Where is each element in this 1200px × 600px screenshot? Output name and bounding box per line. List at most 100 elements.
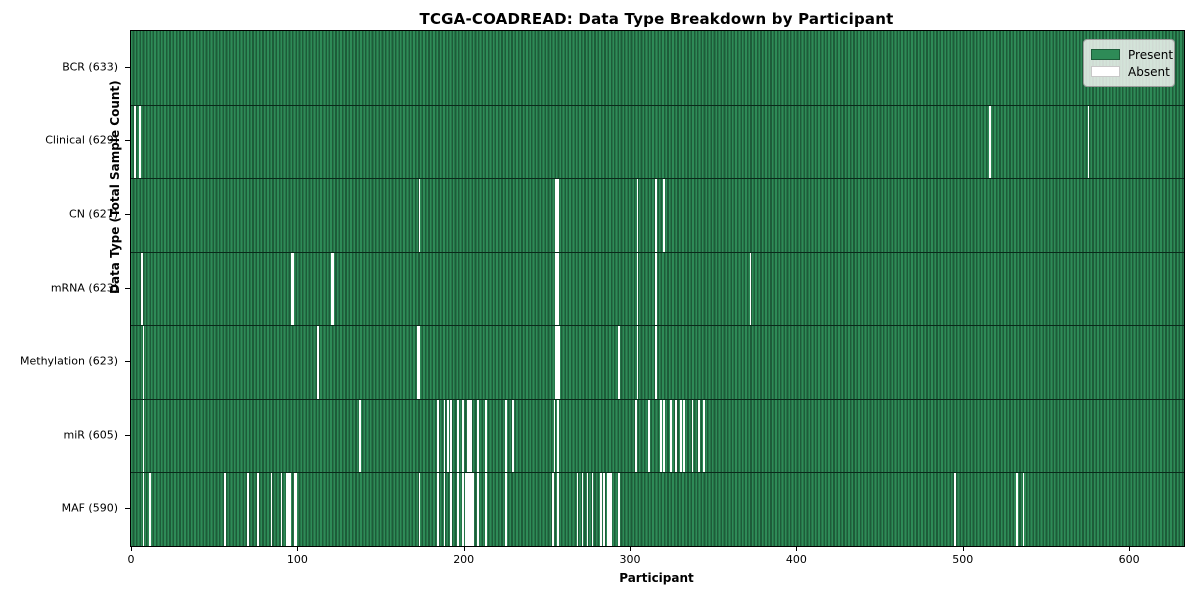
y-tick-mark: [125, 361, 130, 363]
y-tick-label-Methylation: Methylation (623): [20, 354, 118, 368]
heatmap-row-miR: [131, 398, 1184, 473]
x-tick-label-500: 500: [952, 553, 974, 566]
absent-stripe: [555, 179, 559, 252]
absent-stripe: [683, 399, 685, 473]
absent-stripe: [618, 326, 621, 399]
x-tick-label-300: 300: [619, 553, 641, 566]
absent-stripe: [142, 473, 145, 546]
absent-stripe: [655, 179, 657, 252]
absent-stripe: [691, 399, 694, 473]
absent-stripe: [703, 399, 705, 473]
x-tick-mark: [463, 547, 465, 551]
absent-stripe: [576, 473, 579, 546]
y-tick-mark: [125, 434, 130, 436]
absent-stripe: [142, 326, 145, 399]
absent-stripe: [358, 399, 361, 473]
absent-stripe: [294, 473, 298, 546]
absent-stripe: [443, 399, 446, 473]
absent-stripe: [457, 399, 459, 473]
y-tick-label-CN: CN (627): [69, 207, 118, 221]
absent-stripe: [139, 105, 141, 179]
absent-stripe: [655, 326, 657, 399]
x-tick-label-600: 600: [1118, 553, 1140, 566]
present-swatch-icon: [1091, 49, 1120, 60]
legend-entry-absent: Absent: [1091, 63, 1170, 80]
absent-stripe: [636, 252, 639, 326]
x-tick-mark: [1129, 547, 1131, 551]
absent-stripe: [606, 473, 612, 546]
absent-stripe: [586, 473, 589, 546]
absent-stripe: [555, 326, 561, 399]
x-axis-label: Participant: [619, 571, 694, 585]
x-tick-label-200: 200: [453, 553, 475, 566]
absent-stripe: [674, 399, 677, 473]
absent-stripe: [655, 252, 657, 326]
absent-stripe: [1087, 105, 1090, 179]
absent-stripe: [465, 473, 474, 546]
absent-stripe: [134, 105, 136, 179]
absent-stripe: [600, 473, 602, 546]
legend-entry-present: Present: [1091, 46, 1173, 63]
absent-stripe: [418, 473, 421, 546]
x-tick-mark: [131, 547, 132, 551]
heatmap-row-CN: [131, 178, 1184, 252]
absent-stripe: [247, 473, 250, 546]
absent-stripe: [285, 473, 291, 546]
x-tick-label-100: 100: [286, 553, 308, 566]
absent-stripe: [149, 473, 151, 546]
y-tick-label-mRNA: mRNA (623): [50, 281, 118, 294]
absent-stripe: [659, 399, 662, 473]
absent-stripe: [553, 399, 556, 473]
x-tick-mark: [962, 547, 964, 551]
absent-stripe: [330, 252, 334, 326]
absent-stripe: [603, 473, 606, 546]
y-tick-label-MAF: MAF (590): [61, 501, 118, 515]
absent-stripe: [447, 399, 449, 473]
absent-stripe: [462, 399, 464, 473]
legend-label-absent: Absent: [1128, 64, 1170, 79]
y-tick-label-BCR: BCR (633): [62, 60, 118, 74]
x-tick-mark: [630, 547, 632, 551]
y-axis-label: Data Type (Total Sample Count): [107, 80, 122, 294]
x-tick-mark: [796, 547, 798, 551]
heatmap-row-Clinical: [131, 104, 1184, 179]
chart-title: TCGA-COADREAD: Data Type Breakdown by Pa…: [419, 10, 894, 28]
y-tick-label-Clinical: Clinical (629): [45, 133, 118, 147]
absent-stripe: [280, 473, 283, 546]
absent-stripe: [290, 252, 294, 326]
absent-stripe: [437, 473, 439, 546]
absent-stripe: [636, 326, 639, 399]
absent-stripe: [477, 473, 479, 546]
absent-stripe: [457, 473, 459, 546]
absent-stripe: [749, 252, 752, 326]
absent-stripe: [618, 473, 621, 546]
absent-stripe: [443, 473, 446, 546]
absent-stripe: [317, 326, 319, 399]
absent-stripe: [467, 399, 472, 473]
plot-area: [130, 30, 1185, 547]
absent-stripe: [511, 399, 514, 473]
x-tick-label-400: 400: [785, 553, 807, 566]
absent-stripe: [581, 473, 584, 546]
absent-stripe: [142, 399, 145, 473]
heatmap-row-mRNA: [131, 251, 1184, 326]
y-tick-mark: [125, 508, 130, 510]
absent-stripe: [698, 399, 700, 473]
legend-label-present: Present: [1128, 47, 1174, 62]
absent-stripe: [505, 473, 507, 546]
absent-stripe: [591, 473, 594, 546]
absent-stripe: [1022, 473, 1025, 546]
absent-stripe: [462, 473, 464, 546]
absent-stripe: [635, 399, 637, 473]
absent-stripe: [679, 399, 682, 473]
absent-stripe: [648, 399, 650, 473]
heatmap-row-MAF: [131, 472, 1184, 546]
absent-stripe: [954, 473, 957, 546]
y-tick-mark: [125, 66, 130, 68]
absent-stripe: [477, 399, 479, 473]
y-tick-mark: [125, 213, 130, 215]
absent-stripe: [485, 399, 487, 473]
absent-stripe: [437, 399, 439, 473]
absent-stripe: [450, 399, 453, 473]
